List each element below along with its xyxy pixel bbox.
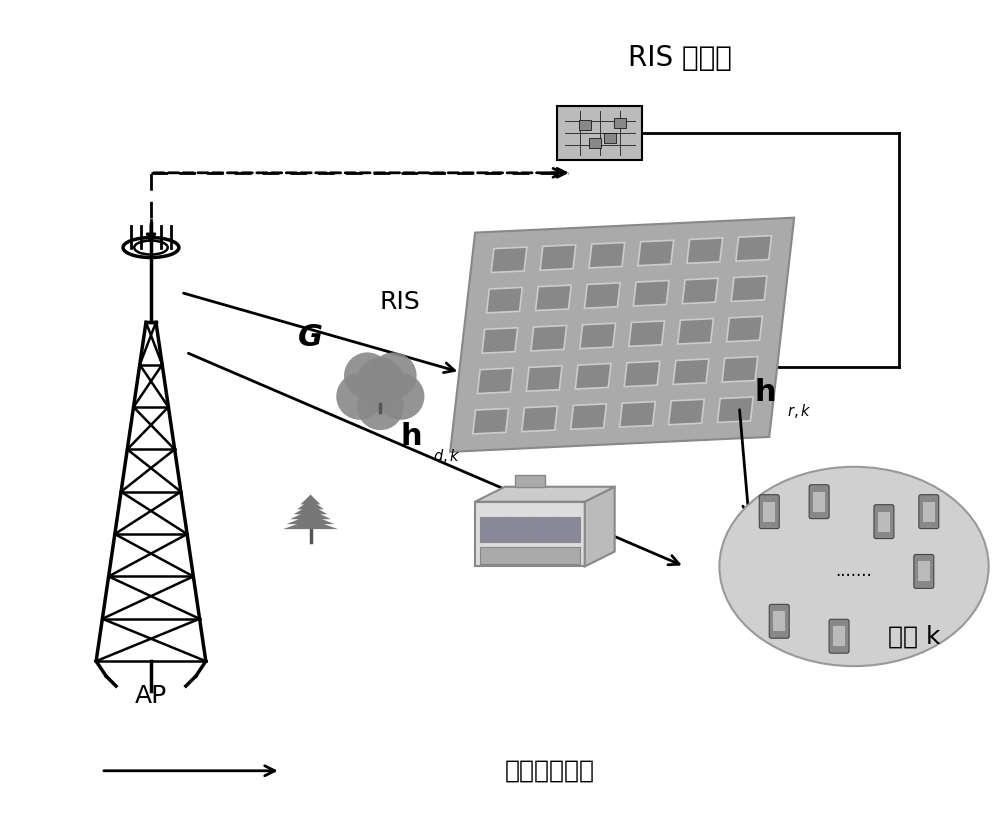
Polygon shape bbox=[727, 316, 762, 342]
FancyBboxPatch shape bbox=[923, 501, 935, 522]
FancyBboxPatch shape bbox=[769, 604, 789, 638]
FancyBboxPatch shape bbox=[614, 118, 626, 128]
Polygon shape bbox=[290, 510, 331, 520]
Polygon shape bbox=[571, 404, 606, 429]
Text: 用户 k: 用户 k bbox=[888, 624, 940, 649]
Text: .......: ....... bbox=[836, 562, 872, 580]
Polygon shape bbox=[301, 495, 321, 505]
Text: 信息和能量流: 信息和能量流 bbox=[505, 759, 595, 783]
Text: $\mathbf{h}$: $\mathbf{h}$ bbox=[754, 377, 776, 407]
FancyBboxPatch shape bbox=[480, 517, 580, 542]
FancyBboxPatch shape bbox=[515, 475, 545, 487]
Text: $\mathbf{h}$: $\mathbf{h}$ bbox=[400, 423, 422, 451]
FancyBboxPatch shape bbox=[918, 561, 930, 581]
Circle shape bbox=[370, 353, 417, 399]
Polygon shape bbox=[731, 276, 767, 302]
Polygon shape bbox=[717, 397, 753, 423]
Polygon shape bbox=[629, 321, 664, 346]
Circle shape bbox=[357, 358, 404, 404]
FancyBboxPatch shape bbox=[589, 138, 601, 148]
FancyBboxPatch shape bbox=[809, 485, 829, 519]
Polygon shape bbox=[722, 357, 758, 382]
FancyBboxPatch shape bbox=[759, 495, 779, 529]
Polygon shape bbox=[526, 366, 562, 391]
Polygon shape bbox=[475, 501, 585, 566]
FancyBboxPatch shape bbox=[773, 612, 785, 631]
Circle shape bbox=[344, 353, 391, 399]
Polygon shape bbox=[491, 247, 527, 273]
Polygon shape bbox=[624, 361, 660, 386]
FancyBboxPatch shape bbox=[813, 492, 825, 511]
Polygon shape bbox=[589, 242, 625, 268]
FancyBboxPatch shape bbox=[919, 495, 939, 529]
Text: RIS 控制器: RIS 控制器 bbox=[628, 44, 731, 72]
Text: G: G bbox=[298, 323, 323, 352]
Polygon shape bbox=[297, 500, 324, 510]
FancyBboxPatch shape bbox=[874, 505, 894, 538]
Polygon shape bbox=[736, 236, 772, 261]
FancyBboxPatch shape bbox=[914, 555, 934, 589]
Polygon shape bbox=[475, 487, 615, 501]
Text: AP: AP bbox=[135, 684, 167, 708]
Polygon shape bbox=[638, 240, 674, 266]
Polygon shape bbox=[531, 326, 567, 351]
FancyBboxPatch shape bbox=[763, 501, 775, 522]
Polygon shape bbox=[450, 218, 794, 452]
Polygon shape bbox=[682, 279, 718, 303]
FancyBboxPatch shape bbox=[878, 511, 890, 532]
Polygon shape bbox=[522, 406, 557, 432]
Polygon shape bbox=[678, 319, 713, 344]
FancyBboxPatch shape bbox=[480, 547, 580, 565]
Polygon shape bbox=[473, 409, 509, 434]
Polygon shape bbox=[287, 515, 334, 524]
Text: $_{d,k}$: $_{d,k}$ bbox=[433, 447, 461, 467]
Polygon shape bbox=[687, 238, 723, 263]
Polygon shape bbox=[540, 245, 576, 270]
Polygon shape bbox=[482, 328, 518, 353]
Circle shape bbox=[357, 384, 404, 430]
Polygon shape bbox=[585, 487, 615, 566]
Polygon shape bbox=[584, 283, 620, 308]
Polygon shape bbox=[477, 368, 513, 394]
Polygon shape bbox=[633, 280, 669, 306]
Circle shape bbox=[378, 373, 424, 420]
FancyBboxPatch shape bbox=[579, 120, 591, 130]
Polygon shape bbox=[673, 359, 709, 385]
FancyBboxPatch shape bbox=[829, 619, 849, 653]
Polygon shape bbox=[620, 402, 655, 427]
Polygon shape bbox=[580, 323, 616, 349]
Polygon shape bbox=[536, 285, 571, 311]
FancyBboxPatch shape bbox=[604, 133, 616, 143]
FancyBboxPatch shape bbox=[557, 105, 642, 160]
Polygon shape bbox=[669, 399, 704, 425]
Ellipse shape bbox=[719, 467, 989, 666]
Circle shape bbox=[336, 373, 383, 420]
Polygon shape bbox=[575, 363, 611, 389]
Polygon shape bbox=[294, 505, 327, 515]
Text: $_{r,k}$: $_{r,k}$ bbox=[787, 402, 812, 422]
Text: RIS: RIS bbox=[379, 290, 420, 314]
Polygon shape bbox=[283, 520, 338, 529]
FancyBboxPatch shape bbox=[833, 626, 845, 646]
Polygon shape bbox=[487, 288, 522, 313]
